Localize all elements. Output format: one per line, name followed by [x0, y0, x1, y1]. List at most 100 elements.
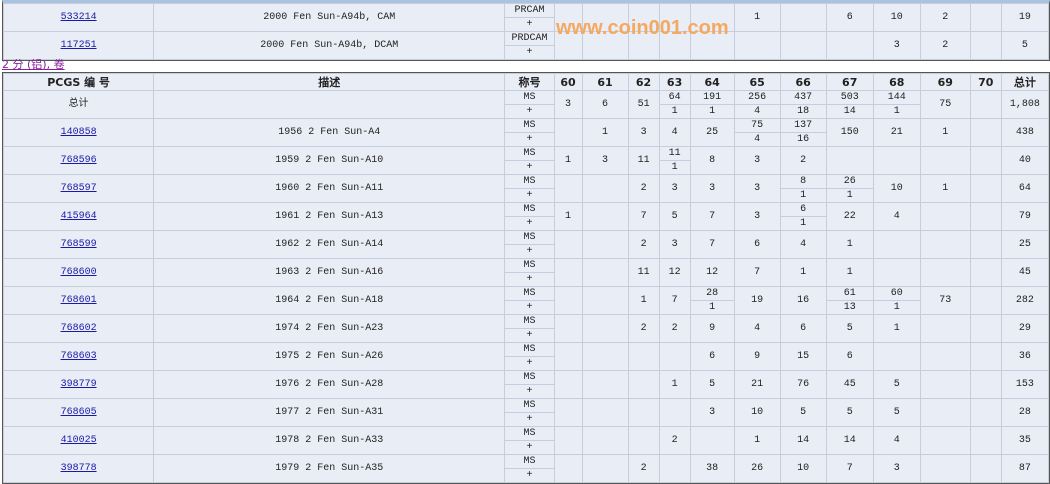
- designation-cell: MS: [504, 174, 555, 189]
- table-row: 总计 MS 3 6 51 64 191 256 437 503 144 75 1,808: [2, 90, 1050, 119]
- designation-cell: MS: [504, 146, 555, 161]
- grade-64-count: 7: [689, 202, 735, 231]
- grade-63-count: 7: [658, 286, 691, 315]
- pcgs-number-link[interactable]: 117251: [60, 40, 97, 51]
- grade-68-count: 1: [872, 314, 921, 343]
- grade-63-count: [658, 31, 691, 60]
- grade-66-count: 76: [779, 370, 827, 399]
- grade-62-count: [627, 342, 660, 371]
- grade-70-count: [969, 202, 1002, 231]
- grade-62-count: 7: [627, 202, 660, 231]
- pcgs-number-link[interactable]: 410025: [60, 435, 97, 446]
- grade-61-count: 3: [581, 146, 629, 175]
- pcgs-number-link[interactable]: 533214: [60, 12, 97, 23]
- table-row: 398778 1979 2 Fen Sun-A35 MS 2 38 26 10 7 3 87: [2, 454, 1050, 483]
- grade-67-count: 14: [825, 426, 874, 455]
- pcgs-number-link[interactable]: 768605: [60, 407, 97, 418]
- section-link[interactable]: 2 分 (铝), 卷: [2, 58, 65, 71]
- total-cell: 19: [1000, 3, 1050, 32]
- grade-62-count: [627, 398, 660, 427]
- description-cell: 2000 Fen Sun-A94b, CAM: [153, 3, 506, 32]
- grade-64-count: [689, 426, 735, 455]
- description-cell: 1979 2 Fen Sun-A35: [153, 454, 506, 483]
- pcgs-number-link[interactable]: 768603: [60, 351, 97, 362]
- grade-60-count: [553, 342, 583, 371]
- grade-64-count: 25: [689, 118, 735, 147]
- table-row: 768603 1975 2 Fen Sun-A26 MS 6 9 15 6 36: [2, 342, 1050, 371]
- designation-plus-cell: +: [504, 132, 555, 147]
- pcgs-number-cell: 117251: [2, 31, 155, 60]
- table-row: 415964 1961 2 Fen Sun-A13 MS 1 7 5 7 3 6 22 4 79: [2, 202, 1050, 231]
- grade-68-count: 144: [872, 90, 921, 105]
- grade-64-count: 28: [689, 286, 735, 301]
- proof-table-section: 533214 2000 Fen Sun-A94b, CAM PRCAM 1 6 10 2 19…: [2, 0, 1050, 61]
- header-designation: 称号: [504, 73, 555, 91]
- grade-69-count: [919, 314, 971, 343]
- pcgs-number-link[interactable]: 768600: [60, 267, 97, 278]
- pcgs-number-link[interactable]: 415964: [60, 211, 97, 222]
- pcgs-number-link[interactable]: 768601: [60, 295, 97, 306]
- grade-67-count: 6: [825, 3, 874, 32]
- grade-66-count: 6: [779, 314, 827, 343]
- grade-66-plus-count: 16: [779, 132, 827, 147]
- pcgs-number-link[interactable]: 768602: [60, 323, 97, 334]
- pcgs-number-link[interactable]: 398778: [60, 463, 97, 474]
- designation-plus-cell: +: [504, 328, 555, 343]
- grade-64-count: 5: [689, 370, 735, 399]
- grade-66-count: [779, 3, 827, 32]
- grade-67-count: [825, 31, 874, 60]
- pcgs-number-link[interactable]: 398779: [60, 379, 97, 390]
- grade-65-count: 75: [733, 118, 781, 133]
- designation-cell: PRDCAM: [504, 31, 555, 46]
- grade-64-plus-count: 1: [689, 104, 735, 119]
- header-total: 总计: [1000, 73, 1050, 91]
- grade-65-count: 4: [733, 314, 781, 343]
- pcgs-number-link[interactable]: 140858: [60, 127, 97, 138]
- grade-62-count: 2: [627, 454, 660, 483]
- grade-62-count: [627, 370, 660, 399]
- table-row: 768600 1963 2 Fen Sun-A16 MS 11 12 12 7 1 1 45: [2, 258, 1050, 287]
- grade-60-count: 1: [553, 202, 583, 231]
- grade-65-count: 21: [733, 370, 781, 399]
- total-cell: 1,808: [1000, 90, 1050, 119]
- table-row: 398779 1976 2 Fen Sun-A28 MS 1 5 21 76 45 5 153: [2, 370, 1050, 399]
- grade-70-count: [969, 258, 1002, 287]
- grade-61-count: [581, 202, 629, 231]
- grade-67-count: 1: [825, 230, 874, 259]
- total-cell: 25: [1000, 230, 1050, 259]
- total-cell: 64: [1000, 174, 1050, 203]
- grade-63-count: [658, 3, 691, 32]
- pcgs-number-link[interactable]: 768596: [60, 155, 97, 166]
- pcgs-number-cell: 768602: [2, 314, 155, 343]
- table-row: 768596 1959 2 Fen Sun-A10 MS 1 3 11 11 8 3 2 40: [2, 146, 1050, 175]
- description-cell: 1976 2 Fen Sun-A28: [153, 370, 506, 399]
- grade-63-count: [658, 342, 691, 371]
- header-grade-67: 67: [825, 73, 874, 91]
- grade-66-count: 437: [779, 90, 827, 105]
- designation-cell: MS: [504, 426, 555, 441]
- description-cell: 1962 2 Fen Sun-A14: [153, 230, 506, 259]
- designation-plus-cell: +: [504, 17, 555, 32]
- table-row-plus: +4 16: [4, 132, 1049, 147]
- designation-plus-cell: +: [504, 216, 555, 231]
- description-cell: [153, 90, 506, 119]
- pcgs-number-cell: 140858: [2, 118, 155, 147]
- grade-66-plus-count: 18: [779, 104, 827, 119]
- grade-62-count: 3: [627, 118, 660, 147]
- pcgs-number-link[interactable]: 768599: [60, 239, 97, 250]
- pcgs-number-cell: 总计: [2, 90, 155, 119]
- header-grade-63: 63: [658, 73, 691, 91]
- grade-70-count: [969, 314, 1002, 343]
- total-cell: 438: [1000, 118, 1050, 147]
- header-grade-61: 61: [581, 73, 629, 91]
- grade-63-count: [658, 454, 691, 483]
- table-row: 533214 2000 Fen Sun-A94b, CAM PRCAM 1 6 10 2 19: [2, 3, 1050, 32]
- grade-67-count: [825, 146, 874, 175]
- total-cell: 282: [1000, 286, 1050, 315]
- pcgs-number-link[interactable]: 768597: [60, 183, 97, 194]
- grade-69-count: [919, 398, 971, 427]
- grade-70-count: [969, 230, 1002, 259]
- grade-65-count: 19: [733, 286, 781, 315]
- grade-60-count: [553, 426, 583, 455]
- grade-67-count: 45: [825, 370, 874, 399]
